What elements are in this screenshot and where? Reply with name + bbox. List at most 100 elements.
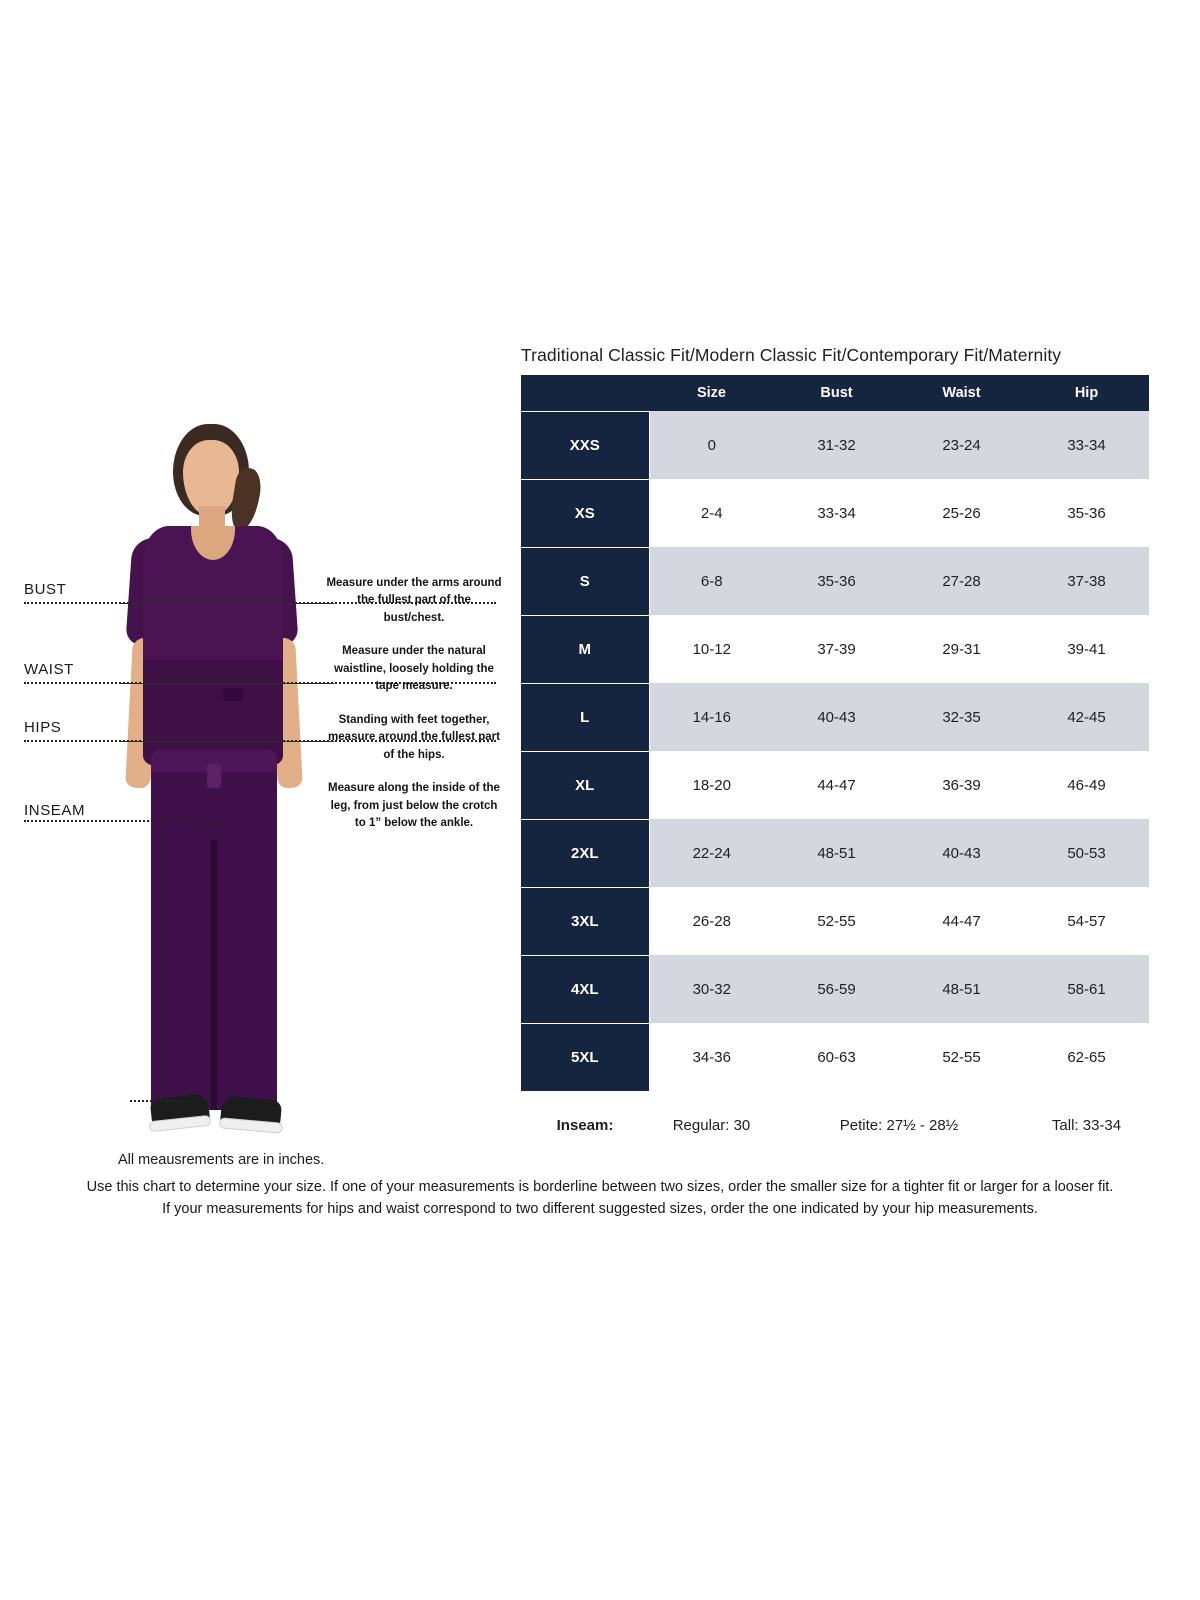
cell-waist: 32-35 xyxy=(899,683,1024,751)
model-scrub-top-shadow xyxy=(143,660,283,766)
cell-size: 34-36 xyxy=(649,1023,774,1091)
row-label: 4XL xyxy=(521,954,650,1024)
header-size: Size xyxy=(649,375,774,411)
footer-line-1: Use this chart to determine your size. I… xyxy=(86,1179,1114,1195)
cell-hip: 54-57 xyxy=(1024,887,1149,955)
cell-bust: 52-55 xyxy=(774,887,899,955)
cell-waist: 25-26 xyxy=(899,479,1024,547)
table-row: XXS 0 31-32 23-24 33-34 xyxy=(521,410,1149,480)
size-table-body: XXS 0 31-32 23-24 33-34 XS 2-4 33-34 25-… xyxy=(521,410,1149,1159)
header-hip: Hip xyxy=(1024,375,1149,411)
cell-waist: 29-31 xyxy=(899,615,1024,683)
cell-waist: 48-51 xyxy=(899,955,1024,1023)
model-pants-drawstring xyxy=(207,764,221,788)
size-table-header: Size Bust Waist Hip xyxy=(521,375,1149,411)
row-label: XL xyxy=(521,750,650,820)
inseam-label: Inseam: xyxy=(521,1091,649,1159)
cell-bust: 35-36 xyxy=(774,547,899,615)
size-table-container: Traditional Classic Fit/Modern Classic F… xyxy=(521,345,1149,1159)
header-waist: Waist xyxy=(899,375,1024,411)
row-label: 5XL xyxy=(521,1022,650,1092)
cell-waist: 52-55 xyxy=(899,1023,1024,1091)
cell-hip: 42-45 xyxy=(1024,683,1149,751)
cell-size: 10-12 xyxy=(649,615,774,683)
model-top-pocket xyxy=(223,688,243,701)
footer-line-2: If your measurements for hips and waist … xyxy=(162,1201,1038,1218)
cell-hip: 39-41 xyxy=(1024,615,1149,683)
table-row: 3XL 26-28 52-55 44-47 54-57 xyxy=(521,886,1149,956)
guide-line-bust: BUST xyxy=(10,581,510,604)
header-row: Size Bust Waist Hip xyxy=(521,375,1149,411)
instruction-inseam: Measure along the inside of the leg, fro… xyxy=(328,782,500,830)
units-note: All meausrements are in inches. xyxy=(118,1152,325,1168)
cell-bust: 33-34 xyxy=(774,479,899,547)
cell-size: 18-20 xyxy=(649,751,774,819)
cell-hip: 37-38 xyxy=(1024,547,1149,615)
cell-hip: 62-65 xyxy=(1024,1023,1149,1091)
size-table: Size Bust Waist Hip XXS 0 31-32 23-24 33… xyxy=(521,375,1149,1159)
cell-size: 6-8 xyxy=(649,547,774,615)
guide-label-inseam: INSEAM xyxy=(24,802,86,819)
row-label: L xyxy=(521,682,650,752)
cell-size: 2-4 xyxy=(649,479,774,547)
cell-bust: 40-43 xyxy=(774,683,899,751)
row-label: 3XL xyxy=(521,886,650,956)
inseam-row: Inseam: Regular: 30 Petite: 27½ - 28½ Ta… xyxy=(521,1091,1149,1159)
cell-bust: 31-32 xyxy=(774,411,899,479)
cell-bust: 60-63 xyxy=(774,1023,899,1091)
cell-size: 26-28 xyxy=(649,887,774,955)
row-label: 2XL xyxy=(521,818,650,888)
table-row: 4XL 30-32 56-59 48-51 58-61 xyxy=(521,954,1149,1024)
cell-hip: 46-49 xyxy=(1024,751,1149,819)
table-row: 5XL 34-36 60-63 52-55 62-65 xyxy=(521,1022,1149,1092)
guide-dotted-line-inseam-vertical xyxy=(160,820,162,1100)
cell-bust: 56-59 xyxy=(774,955,899,1023)
guide-dotted-line-hips xyxy=(24,740,496,742)
model-face xyxy=(183,440,239,516)
guide-dotted-line-inseam-bottom xyxy=(130,1100,192,1102)
cell-size: 14-16 xyxy=(649,683,774,751)
guide-line-waist: WAIST xyxy=(10,661,510,684)
cell-size: 22-24 xyxy=(649,819,774,887)
footer-notes: Use this chart to determine your size. I… xyxy=(0,1176,1200,1220)
cell-hip: 33-34 xyxy=(1024,411,1149,479)
cell-bust: 44-47 xyxy=(774,751,899,819)
cell-bust: 48-51 xyxy=(774,819,899,887)
cell-waist: 40-43 xyxy=(899,819,1024,887)
guide-label-hips: HIPS xyxy=(24,719,62,736)
cell-hip: 50-53 xyxy=(1024,819,1149,887)
table-row: XL 18-20 44-47 36-39 46-49 xyxy=(521,750,1149,820)
guide-label-bust: BUST xyxy=(24,581,67,598)
guide-dotted-line-bust xyxy=(24,602,496,604)
guide-line-hips: HIPS xyxy=(10,719,510,742)
header-corner xyxy=(521,375,649,411)
table-row: 2XL 22-24 48-51 40-43 50-53 xyxy=(521,818,1149,888)
inseam-petite: Petite: 27½ - 28½ xyxy=(774,1091,1024,1159)
instruction-waist: Measure under the natural waistline, loo… xyxy=(334,645,494,693)
cell-size: 0 xyxy=(649,411,774,479)
instruction-bust: Measure under the arms around the fulles… xyxy=(326,577,502,624)
row-label: XXS xyxy=(521,410,650,480)
cell-waist: 27-28 xyxy=(899,547,1024,615)
inseam-tall: Tall: 33-34 xyxy=(1024,1091,1149,1159)
cell-waist: 44-47 xyxy=(899,887,1024,955)
row-label: XS xyxy=(521,478,650,548)
table-row: XS 2-4 33-34 25-26 35-36 xyxy=(521,478,1149,548)
inseam-regular: Regular: 30 xyxy=(649,1091,774,1159)
instruction-list: Measure under the arms around the fulles… xyxy=(326,575,502,849)
model-photo xyxy=(115,420,330,1150)
guide-dotted-line-inseam-top xyxy=(24,820,224,822)
model-pants-leg-gap xyxy=(211,840,217,1110)
guide-dotted-line-waist xyxy=(24,682,496,684)
cell-size: 30-32 xyxy=(649,955,774,1023)
table-row: L 14-16 40-43 32-35 42-45 xyxy=(521,682,1149,752)
cell-bust: 37-39 xyxy=(774,615,899,683)
cell-hip: 35-36 xyxy=(1024,479,1149,547)
instruction-hips: Standing with feet together, measure aro… xyxy=(328,713,500,761)
table-row: S 6-8 35-36 27-28 37-38 xyxy=(521,546,1149,616)
cell-hip: 58-61 xyxy=(1024,955,1149,1023)
header-bust: Bust xyxy=(774,375,899,411)
row-label: S xyxy=(521,546,650,616)
cell-waist: 23-24 xyxy=(899,411,1024,479)
